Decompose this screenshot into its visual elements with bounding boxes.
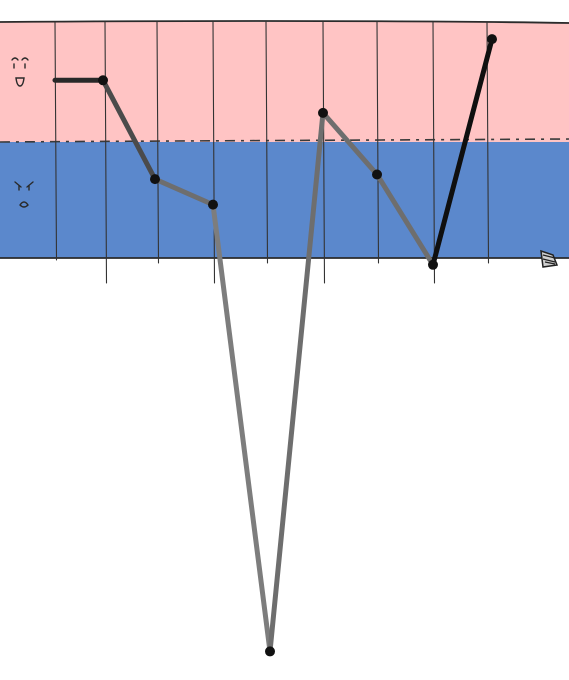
- grid-line-5: [265, 21, 269, 264]
- grid-line-4: [212, 21, 216, 284]
- bands-layer: [0, 20, 569, 260]
- grid-line-8: [432, 21, 436, 284]
- happy-face-icon: [11, 57, 29, 87]
- grid-line-7: [376, 21, 380, 264]
- line-segment-3: [152, 176, 216, 208]
- angry-face-icon: [14, 181, 34, 208]
- band-divider: [0, 138, 569, 143]
- line-segment-7: [374, 171, 436, 268]
- icons-layer: [11, 57, 559, 268]
- data-point-4: [208, 199, 218, 210]
- line-segment-2: [100, 77, 158, 182]
- data-point-10: [487, 34, 497, 45]
- band-bottom: [0, 142, 569, 258]
- points-layer: [98, 34, 497, 657]
- line-segment-4: [210, 202, 273, 654]
- grid-line-3: [156, 21, 160, 264]
- grid-line-1: [54, 21, 58, 261]
- band-bottom-border: [0, 256, 569, 260]
- data-point-3: [150, 174, 160, 185]
- grid-line-2: [104, 21, 108, 284]
- data-point-2: [98, 75, 108, 86]
- line-segment-6: [320, 110, 380, 177]
- line-segment-5: [267, 110, 326, 654]
- data-point-5: [265, 646, 275, 657]
- grid-line-6: [322, 21, 326, 284]
- line-segment-8: [430, 36, 495, 268]
- line-layer: [52, 36, 495, 654]
- data-point-6: [318, 107, 328, 118]
- data-point-8: [428, 259, 438, 270]
- data-point-7: [372, 169, 382, 180]
- eraser-icon: [540, 249, 559, 268]
